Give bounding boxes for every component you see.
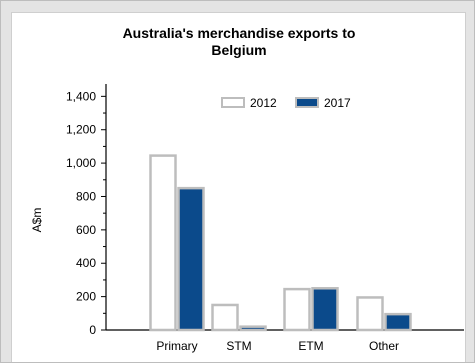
x-tick-label: ETM	[298, 339, 323, 353]
legend-swatch-2012	[221, 97, 245, 108]
bar-2017-etm	[311, 287, 339, 332]
y-tick-label: 1,000	[66, 156, 96, 170]
legend-swatch-2017	[295, 97, 319, 108]
bar-2017-stm	[239, 325, 267, 332]
y-tick-label: 400	[76, 256, 96, 270]
legend-label-2017: 2017	[324, 96, 351, 110]
chart-title-line-1: Australia's merchandise exports to	[123, 25, 356, 41]
x-tick-label: Other	[369, 339, 399, 353]
x-tick-label: Primary	[156, 339, 197, 353]
y-axis-label: A$m	[30, 208, 44, 233]
bar-2017-other	[384, 312, 412, 332]
bar-chart: Australia's merchandise exports to Belgi…	[30, 25, 464, 353]
y-tick-label: 800	[76, 189, 96, 203]
bar-2012-primary	[149, 154, 177, 332]
bar-2012-other	[356, 296, 384, 332]
y-tick-label: 600	[76, 223, 96, 237]
bar-2012-etm	[283, 287, 311, 332]
chart-panel: Australia's merchandise exports to Belgi…	[11, 12, 466, 362]
chart-title-line-2: Belgium	[211, 42, 266, 58]
y-tick-label: 1,400	[66, 89, 96, 103]
y-tick-label: 0	[89, 323, 96, 337]
y-tick-label: 200	[76, 290, 96, 304]
bar-2017-primary	[177, 186, 205, 332]
y-tick-labels: 0 200 400 600 800 1,000 1,200 1,400	[66, 89, 96, 337]
x-tick-labels: Primary STM ETM Other	[156, 339, 399, 353]
legend-label-2012: 2012	[250, 96, 277, 110]
x-tick-label: STM	[226, 339, 251, 353]
y-tick-label: 1,200	[66, 123, 96, 137]
bar-2012-stm	[211, 303, 239, 332]
bars	[149, 154, 412, 332]
legend: 2012 2017	[221, 96, 351, 110]
